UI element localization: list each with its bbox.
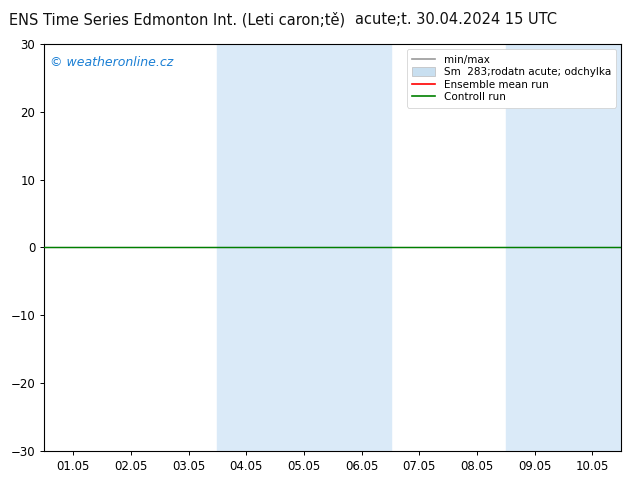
Text: © weatheronline.cz: © weatheronline.cz <box>50 56 174 69</box>
Bar <box>217 44 391 451</box>
Bar <box>506 44 621 451</box>
Legend: min/max, Sm  283;rodatn acute; odchylka, Ensemble mean run, Controll run: min/max, Sm 283;rodatn acute; odchylka, … <box>407 49 616 107</box>
Text: ENS Time Series Edmonton Int. (Leti caron;tě): ENS Time Series Edmonton Int. (Leti caro… <box>10 12 346 28</box>
Text: acute;t. 30.04.2024 15 UTC: acute;t. 30.04.2024 15 UTC <box>356 12 557 27</box>
